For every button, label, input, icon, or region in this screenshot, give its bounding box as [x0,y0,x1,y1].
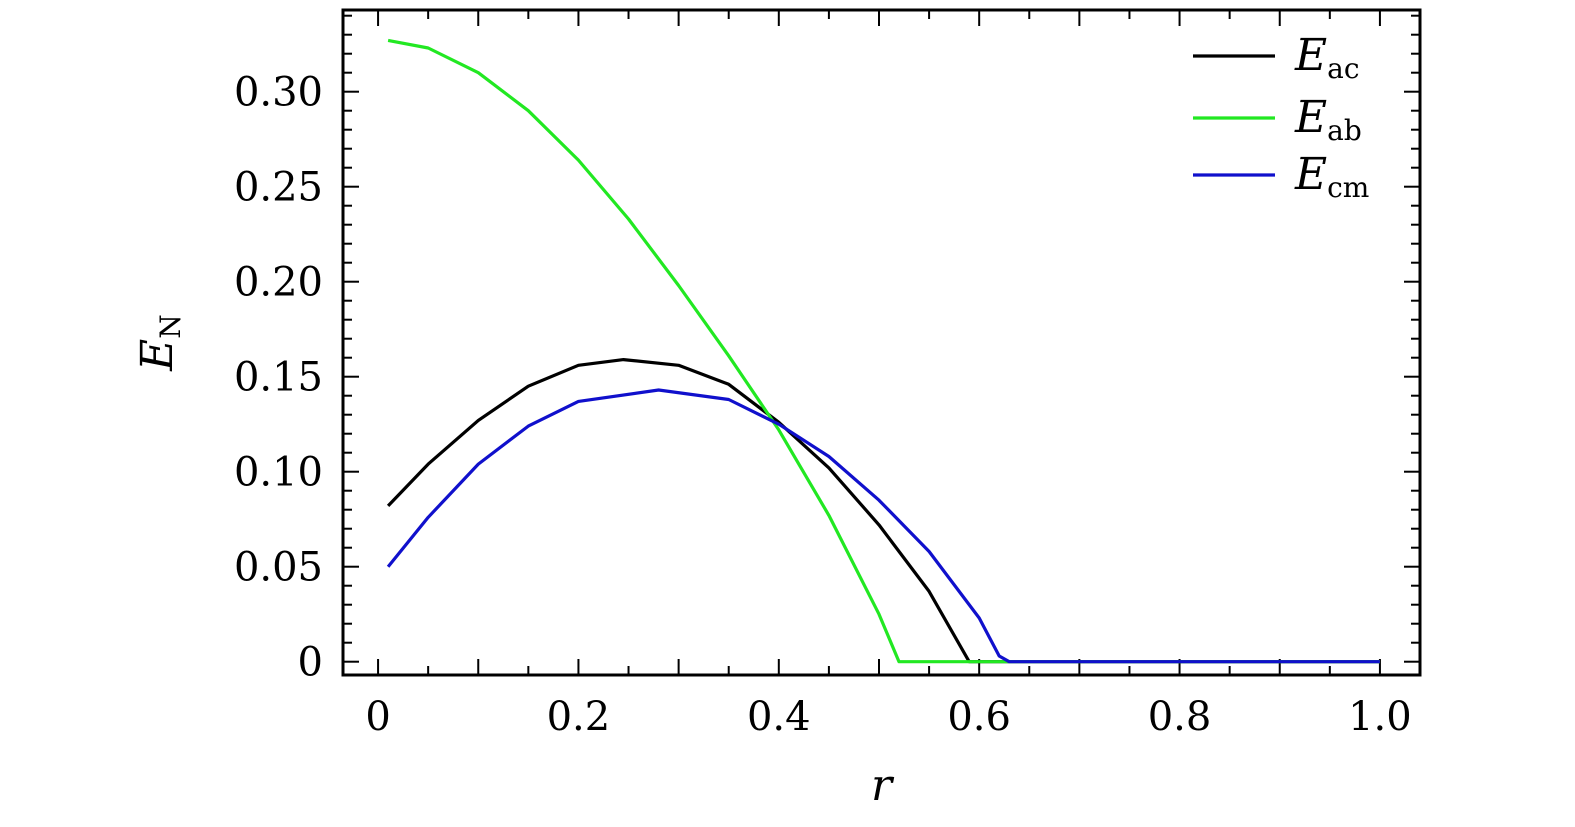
plot-frame [341,8,1422,677]
legend-label-ac: Eac [1294,30,1360,85]
x-tick-label: 0.6 [947,694,1011,740]
x-tick-label: 0.2 [547,694,611,740]
y-tick-label: 0.15 [234,355,323,401]
x-tick-label: 1.0 [1348,694,1412,740]
axis-ticks [343,10,1420,675]
x-tick-label: 0.4 [747,694,811,740]
y-tick-label: 0 [298,640,323,686]
axis-tick-labels: 0 0.2 0.4 0.6 0.8 1.0 0 0.05 0.10 0.15 0.20 0.25 0.3… [234,70,1412,740]
legend-label-cm: Ecm [1294,149,1369,204]
x-axis-title: r [871,760,895,811]
series-line-ab [387,38,1380,664]
x-tick-label: 0.8 [1148,694,1212,740]
y-tick-label: 0.20 [234,260,323,306]
y-axis-title-main: E [132,339,183,372]
y-tick-label: 0.10 [234,450,323,496]
y-axis-title: EN [132,314,187,372]
series-line-ac [386,358,1380,664]
legend-label-ab: Eab [1294,92,1362,147]
x-tick-label: 0 [365,694,390,740]
y-axis-title-sub: N [154,314,187,339]
y-tick-label: 0.30 [234,70,323,116]
y-tick-label: 0.05 [234,545,323,591]
y-tick-label: 0.25 [234,165,323,211]
plot-series [386,38,1380,664]
series-line-cm [386,388,1380,664]
